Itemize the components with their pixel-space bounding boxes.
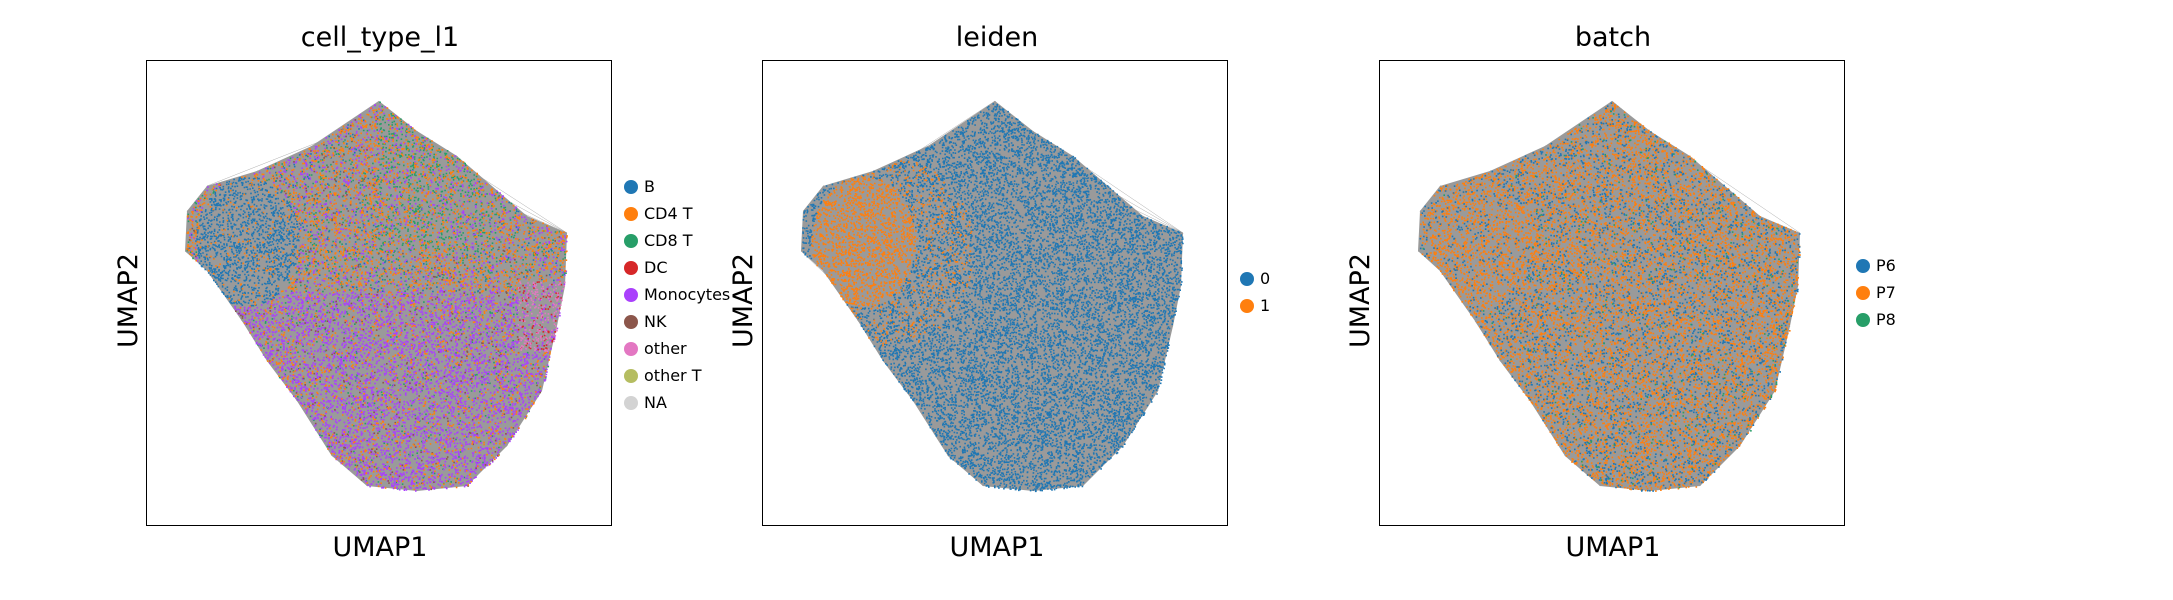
chart-title: leiden: [955, 22, 1039, 53]
point-group: [517, 281, 563, 351]
legend-label: 0: [1260, 269, 1271, 288]
legend-marker: [1240, 298, 1254, 313]
legend-label: B: [644, 177, 655, 196]
legend-label: NA: [644, 393, 667, 412]
umap-scatter-svg: [184, 100, 568, 492]
legend-label: CD4 T: [644, 204, 693, 223]
legend-label: DC: [644, 258, 668, 277]
embedding-region: [1418, 101, 1800, 491]
legend-marker: [1240, 271, 1254, 286]
legend-item: Monocytes: [624, 281, 730, 308]
plot-area: [146, 60, 612, 526]
legend-item: 1: [1240, 292, 1270, 319]
legend-item: other: [624, 335, 730, 362]
point-group: [802, 103, 1184, 493]
point-group: [517, 281, 566, 352]
legend-item: B: [624, 173, 730, 200]
point-group: [187, 104, 568, 492]
y-axis-label: UMAP2: [1345, 253, 1376, 348]
umap-scatter-svg: [1417, 100, 1801, 492]
x-axis-label: UMAP1: [1565, 532, 1661, 563]
legend-marker: [624, 368, 638, 383]
legend-label: NK: [644, 312, 667, 331]
point-group: [811, 160, 973, 347]
cell-points: [802, 103, 1184, 493]
legend-item: CD8 T: [624, 227, 730, 254]
legend-label: P7: [1876, 283, 1896, 302]
legend-label: P6: [1876, 256, 1896, 275]
legend-marker: [624, 260, 638, 275]
legend-marker: [624, 233, 638, 248]
cell-points: [1419, 102, 1801, 492]
legend-marker: [1856, 312, 1870, 327]
legend-item: CD4 T: [624, 200, 730, 227]
legend-marker: [624, 206, 638, 221]
umap-scatter-svg: [800, 100, 1184, 493]
chart-title: cell_type_l1: [300, 22, 460, 53]
x-axis-label: UMAP1: [949, 532, 1045, 563]
legend: B CD4 T CD8 T DC Monocytes NK other other T NA: [624, 173, 730, 416]
cell-points: [186, 101, 568, 492]
legend-item: other T: [624, 362, 730, 389]
legend-label: CD8 T: [644, 231, 693, 250]
x-axis-label: UMAP1: [332, 532, 428, 563]
point-group: [1419, 102, 1801, 492]
legend-label: P8: [1876, 310, 1896, 329]
chart-title: batch: [1574, 22, 1652, 53]
y-axis-label: UMAP2: [113, 253, 144, 348]
legend-label: other: [644, 339, 687, 358]
legend-label: other T: [644, 366, 702, 385]
legend-item: P6: [1856, 252, 1896, 279]
legend-marker: [624, 341, 638, 356]
legend: P6 P7 P8: [1856, 252, 1896, 333]
legend-item: P8: [1856, 306, 1896, 333]
legend-item: NK: [624, 308, 730, 335]
legend-marker: [1856, 258, 1870, 273]
legend-marker: [624, 314, 638, 329]
legend-item: P7: [1856, 279, 1896, 306]
point-group: [1419, 102, 1801, 492]
legend-label: Monocytes: [644, 285, 731, 304]
legend-label: 1: [1260, 296, 1271, 315]
plot-area: [1379, 60, 1845, 526]
legend-marker: [624, 395, 638, 410]
legend-marker: [624, 287, 638, 302]
point-group: [186, 107, 568, 491]
legend-marker: [1856, 285, 1870, 300]
legend-item: NA: [624, 389, 730, 416]
plot-area: [762, 60, 1228, 526]
legend-item: DC: [624, 254, 730, 281]
legend-marker: [624, 179, 638, 194]
y-axis-label: UMAP2: [728, 253, 759, 348]
legend-item: 0: [1240, 265, 1270, 292]
